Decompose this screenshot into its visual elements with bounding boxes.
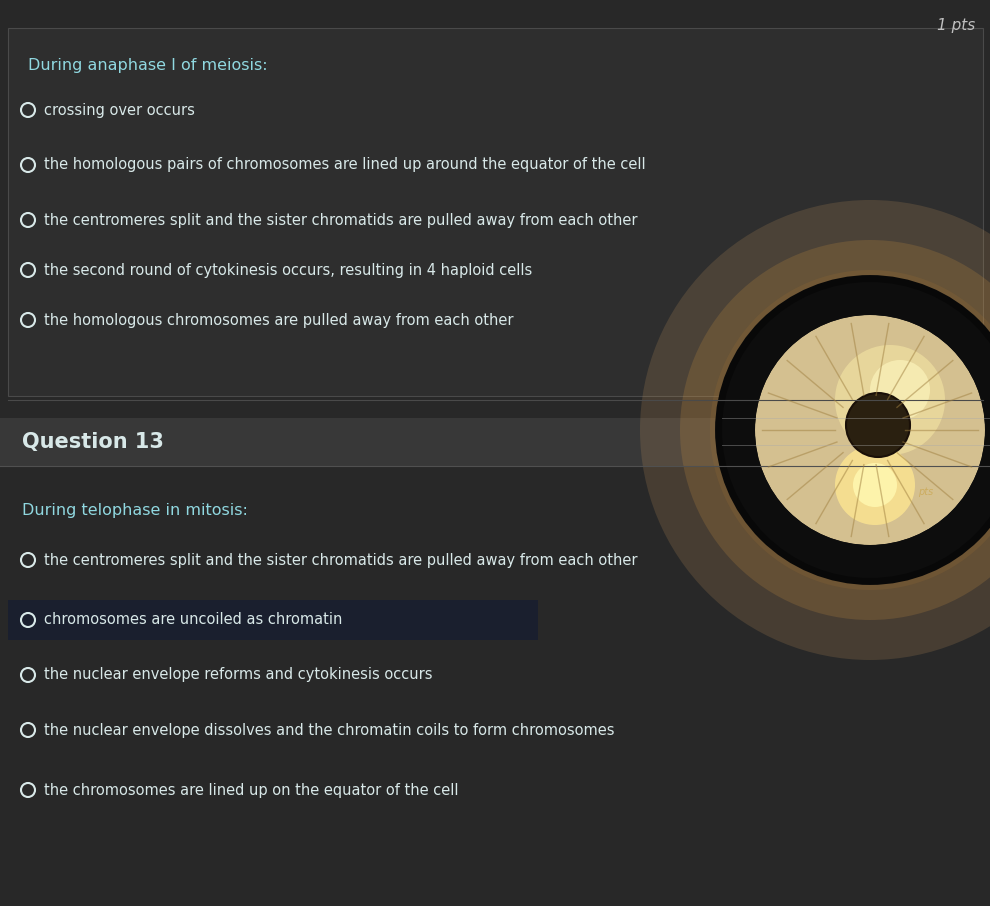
Text: the homologous chromosomes are pulled away from each other: the homologous chromosomes are pulled aw… (44, 313, 514, 327)
Text: During anaphase I of meiosis:: During anaphase I of meiosis: (28, 58, 267, 73)
Circle shape (710, 270, 990, 590)
Circle shape (640, 200, 990, 660)
Text: 1 pts: 1 pts (937, 18, 975, 33)
Circle shape (870, 360, 930, 420)
Text: chromosomes are uncoiled as chromatin: chromosomes are uncoiled as chromatin (44, 612, 343, 628)
Text: pts: pts (918, 487, 934, 497)
Bar (8, 600, 538, 640)
Circle shape (722, 282, 990, 578)
Text: During telophase in mitosis:: During telophase in mitosis: (22, 503, 248, 518)
Text: crossing over occurs: crossing over occurs (44, 102, 195, 118)
Text: the homologous pairs of chromosomes are lined up around the equator of the cell: the homologous pairs of chromosomes are … (44, 158, 645, 172)
Bar (8, 28, 983, 396)
Text: Question 13: Question 13 (22, 432, 164, 452)
Circle shape (835, 345, 945, 455)
Text: the nuclear envelope reforms and cytokinesis occurs: the nuclear envelope reforms and cytokin… (44, 668, 433, 682)
Bar (0, 468, 990, 898)
Text: the centromeres split and the sister chromatids are pulled away from each other: the centromeres split and the sister chr… (44, 213, 638, 227)
Text: the nuclear envelope dissolves and the chromatin coils to form chromosomes: the nuclear envelope dissolves and the c… (44, 722, 615, 737)
Circle shape (853, 463, 897, 507)
Circle shape (680, 240, 990, 620)
Bar (0, 418, 990, 466)
Circle shape (755, 315, 985, 545)
Text: the chromosomes are lined up on the equator of the cell: the chromosomes are lined up on the equa… (44, 783, 458, 797)
Text: the centromeres split and the sister chromatids are pulled away from each other: the centromeres split and the sister chr… (44, 553, 638, 567)
Text: the second round of cytokinesis occurs, resulting in 4 haploid cells: the second round of cytokinesis occurs, … (44, 263, 533, 277)
Circle shape (846, 393, 910, 457)
Circle shape (835, 445, 915, 525)
